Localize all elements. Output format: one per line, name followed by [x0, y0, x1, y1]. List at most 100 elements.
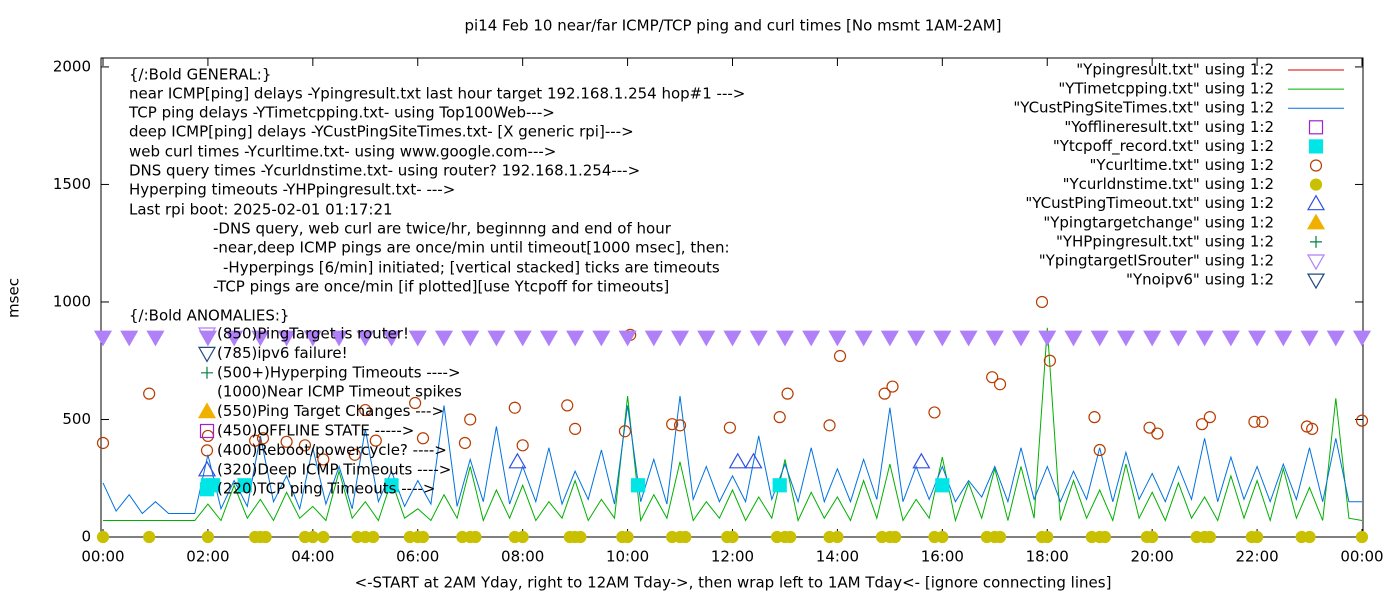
point: [434, 330, 454, 347]
point: [697, 330, 716, 347]
legend-swatch: [1310, 235, 1322, 248]
legend-label: "Ytcpoff_record.txt" using 1:2: [1053, 137, 1274, 156]
point: [513, 330, 532, 347]
point: [574, 530, 587, 544]
point: [1352, 330, 1372, 347]
legend-label: "Yofflineresult.txt" using 1:2: [1064, 118, 1274, 136]
point: [1274, 330, 1293, 347]
point: [772, 478, 787, 493]
point: [1038, 330, 1057, 347]
key-note: (850)PingTarget is router!: [217, 325, 409, 343]
point: [928, 406, 941, 419]
annotation: DNS query times -Ycurldnstime.txt- using…: [129, 162, 640, 180]
point: [416, 530, 430, 544]
point: [458, 436, 472, 450]
point: [936, 530, 949, 544]
point: [201, 429, 215, 443]
point: [96, 530, 110, 544]
point: [878, 387, 891, 400]
point: [728, 452, 747, 469]
point: [256, 432, 270, 445]
key-note: (500+)Hyperping Timeouts ---->: [217, 363, 461, 381]
key-symbol: [199, 482, 215, 497]
point: [303, 330, 322, 347]
y-tick-label: 2000: [53, 57, 91, 75]
point: [146, 330, 165, 347]
key-note: (785)ipv6 failure!: [217, 344, 348, 362]
point: [96, 436, 110, 450]
point: [1090, 330, 1109, 347]
legend-swatch: [1306, 254, 1326, 271]
point: [369, 434, 382, 447]
point: [959, 330, 978, 347]
point: [775, 330, 794, 347]
point: [723, 421, 736, 434]
annotation: -TCP pings are once/min [if plotted][use…: [213, 278, 669, 296]
x-tick-label: 14:00: [816, 548, 859, 566]
point: [1041, 530, 1054, 544]
point: [508, 452, 527, 469]
point: [1303, 530, 1316, 544]
annotation: Hyperping timeouts -YHPpingresult.txt- -…: [129, 181, 455, 199]
point: [539, 330, 558, 347]
point: [461, 330, 480, 347]
point: [1146, 530, 1159, 544]
y-tick-label: 500: [62, 410, 91, 428]
point: [744, 452, 763, 469]
point: [784, 530, 797, 544]
legend-label: "YpingtargetISrouter" using 1:2: [1039, 252, 1274, 270]
point: [1248, 330, 1267, 347]
point: [566, 330, 585, 347]
point: [1326, 330, 1345, 347]
point: [330, 330, 349, 347]
point: [1143, 330, 1162, 347]
key-symbol: [201, 366, 213, 379]
point: [1248, 415, 1261, 428]
y-tick-label: 1500: [53, 175, 91, 193]
point: [854, 330, 873, 347]
y-axis-label: msec: [5, 278, 23, 318]
annotation: web curl times -Ycurltime.txt- using www…: [129, 143, 556, 161]
key-note: (220)TCP ping Timeouts ---->: [217, 480, 435, 498]
point: [508, 401, 521, 414]
point: [1355, 530, 1369, 544]
point: [1300, 420, 1314, 433]
point: [469, 530, 482, 544]
point: [833, 349, 847, 363]
point: [986, 371, 999, 384]
y-tick-label: 1000: [53, 292, 91, 310]
point: [317, 453, 330, 466]
point: [1355, 414, 1369, 427]
key-symbol: [200, 444, 214, 457]
x-tick-label: 16:00: [921, 548, 964, 566]
point: [356, 330, 375, 347]
point: [516, 439, 529, 452]
point: [880, 330, 899, 347]
key-symbol: [197, 327, 217, 344]
point: [237, 478, 252, 493]
point: [1306, 422, 1319, 435]
legend-swatch: [1308, 139, 1324, 154]
point: [1250, 530, 1264, 544]
series-line: [102, 395, 1362, 515]
point: [912, 452, 931, 469]
legend-label: "YCustPingSiteTimes.txt" using 1:2: [1013, 99, 1274, 117]
point: [1011, 330, 1031, 347]
point: [592, 330, 611, 347]
point: [1093, 443, 1106, 457]
annotation: Last rpi boot: 2025-02-01 01:17:21: [129, 201, 393, 219]
point: [382, 330, 401, 347]
point: [1203, 411, 1216, 424]
x-tick-label: 18:00: [1026, 548, 1069, 566]
point: [1151, 427, 1164, 440]
legend-swatch: [1306, 213, 1326, 230]
x-tick-label: 08:00: [501, 548, 544, 566]
point: [671, 330, 690, 347]
annotation: -DNS query, web curl are twice/hr, begin…: [213, 220, 672, 238]
annotation: {/:Bold GENERAL:}: [129, 66, 271, 84]
legend-swatch: [1308, 120, 1324, 135]
point: [143, 387, 156, 400]
legend-label: "YTimetcpping.txt" using 1:2: [1058, 80, 1274, 98]
point: [993, 530, 1007, 544]
